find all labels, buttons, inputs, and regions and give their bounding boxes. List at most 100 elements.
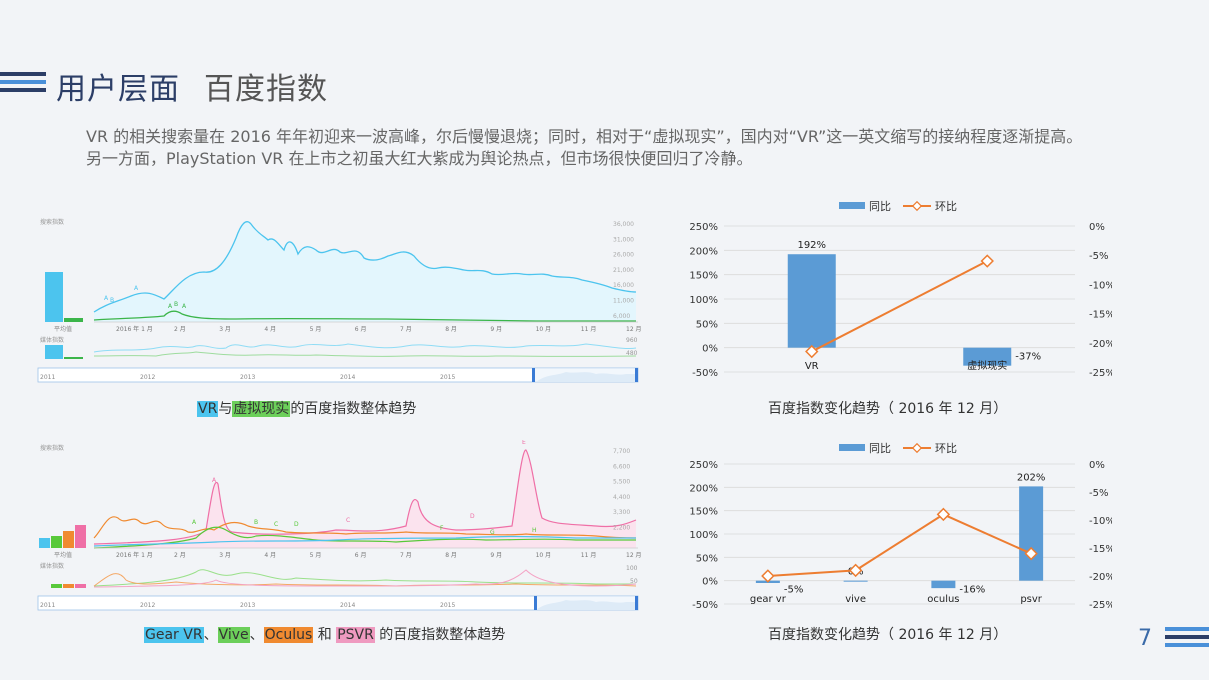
y-right-tick: -10% bbox=[1089, 280, 1112, 291]
legend-label-bar: 同比 bbox=[869, 442, 891, 455]
y-left-tick: 100% bbox=[689, 295, 718, 306]
line-point bbox=[761, 569, 775, 583]
combo-chart-devices: 250% 200% 150% 100% 50% 0% -50% 0% -5% -10% -15% -2… bbox=[689, 442, 1112, 611]
line-point bbox=[1024, 546, 1038, 561]
svg-text:A: A bbox=[104, 295, 109, 302]
month-label: 9 月 bbox=[490, 326, 502, 333]
xn-media-line bbox=[93, 351, 637, 357]
svg-text:C: C bbox=[274, 521, 278, 528]
vive-search-line bbox=[93, 526, 636, 549]
xn-search-line bbox=[93, 310, 636, 322]
timeline-handle-left[interactable] bbox=[532, 368, 535, 382]
category-label: gear vr bbox=[750, 594, 787, 605]
oculus-search-line bbox=[93, 516, 637, 539]
caption-rest: 的百度指数整体趋势 bbox=[290, 401, 417, 417]
month-label: 7 月 bbox=[400, 326, 412, 333]
svg-text:B: B bbox=[254, 519, 258, 526]
trend1-month-labels: 2016 年 1 月 2 月 3 月 4 月 5 月 6 月 7 月 8 月 9 月 10 月 11… bbox=[116, 325, 642, 333]
legend-label-bar: 同比 bbox=[869, 200, 891, 213]
year-label: 2012 bbox=[140, 602, 155, 609]
media-tick-2-1: 100 bbox=[626, 565, 638, 572]
caption-sep1: 、 bbox=[203, 627, 218, 643]
y-tick-label: 31,000 bbox=[613, 236, 634, 243]
month-label: 6 月 bbox=[355, 326, 367, 333]
legend-marker-line bbox=[911, 442, 923, 454]
page-title-sub: 百度指数 bbox=[204, 72, 328, 107]
svg-text:C: C bbox=[346, 517, 350, 524]
bar bbox=[931, 580, 956, 589]
y-tick-label: 21,000 bbox=[613, 267, 634, 274]
caption-psvr: PSVR bbox=[336, 627, 375, 643]
timeline-selection-2[interactable] bbox=[536, 596, 638, 610]
y-left-tick: 200% bbox=[689, 246, 718, 257]
y-right-tick: -5% bbox=[1089, 251, 1108, 262]
legend-label-line: 环比 bbox=[935, 200, 957, 213]
timeline-handle-right-2[interactable] bbox=[635, 596, 638, 610]
y-left-tick: 200% bbox=[689, 483, 718, 494]
media-avg-xn bbox=[64, 357, 83, 359]
svg-text:H: H bbox=[532, 527, 537, 534]
y-tick-label: 2,200 bbox=[613, 525, 630, 532]
caption-and: 与 bbox=[218, 401, 233, 417]
y-tick-label: 36,000 bbox=[613, 221, 634, 228]
y-left-tick: 150% bbox=[689, 507, 718, 518]
caption-sep2: 、 bbox=[249, 627, 264, 643]
y-tick-label: 26,000 bbox=[613, 252, 634, 259]
trend2-y-ticks: 7,700 6,600 5,500 4,400 3,300 2,200 bbox=[613, 448, 630, 532]
header-stripes-left bbox=[0, 72, 46, 96]
legend-label-line: 环比 bbox=[935, 442, 957, 455]
legend-swatch-bar bbox=[839, 444, 865, 451]
month-label: 12 月 bbox=[626, 326, 642, 333]
device-markers: A B C D F G H bbox=[192, 519, 537, 536]
psvr-markers: A D E C bbox=[212, 440, 526, 524]
avg-bar-vive bbox=[51, 536, 62, 548]
y-left-tick: 50% bbox=[696, 553, 718, 564]
year-label: 2014 bbox=[340, 602, 355, 609]
month-label: 4 月 bbox=[264, 326, 276, 333]
y-left-tick: 0% bbox=[702, 344, 718, 355]
month-label: 3 月 bbox=[219, 326, 231, 333]
svg-text:B: B bbox=[174, 301, 178, 308]
media-index-label: 媒体指数 bbox=[40, 336, 64, 344]
svg-text:A: A bbox=[168, 303, 173, 310]
trend2-caption: Gear VR、Vive、Oculus 和 PSVR 的百度指数整体趋势 bbox=[144, 624, 505, 644]
page-title-main: 用户层面 bbox=[56, 72, 180, 107]
timeline-handle-right[interactable] bbox=[635, 368, 638, 382]
month-label: 8 月 bbox=[445, 552, 457, 559]
combo-chart-vr: 250% 200% 150% 100% 50% 0% -50% 0% -5% -10% -15% -2… bbox=[689, 200, 1112, 379]
month-label: 3 月 bbox=[219, 552, 231, 559]
bar bbox=[963, 347, 1012, 366]
y-left-tick: -50% bbox=[692, 368, 718, 379]
y-left-tick: -50% bbox=[692, 600, 718, 611]
combo2-caption: 百度指数变化趋势（ 2016 年 12 月） bbox=[768, 627, 1008, 643]
y-right-tick: -20% bbox=[1089, 572, 1112, 583]
year-label: 2013 bbox=[240, 602, 255, 609]
bar bbox=[1019, 486, 1044, 581]
y-tick-label: 11,000 bbox=[613, 298, 634, 305]
media-avg-vr bbox=[45, 345, 63, 359]
avg-bar-psvr bbox=[75, 525, 86, 548]
trend2-month-labels: 2016 年 1 月 2 月 3 月 4 月 5 月 6 月 7 月 8 月 9 月 10 月 11… bbox=[116, 551, 642, 559]
month-label: 5 月 bbox=[310, 326, 322, 333]
caption-gear: Gear VR bbox=[144, 627, 204, 643]
timeline-selection[interactable] bbox=[534, 368, 638, 382]
year-label: 2014 bbox=[340, 374, 355, 381]
y-tick-label: 16,000 bbox=[613, 282, 634, 289]
year-label: 2012 bbox=[140, 374, 155, 381]
timeline-handle-left-2[interactable] bbox=[534, 596, 537, 610]
month-label: 5 月 bbox=[310, 552, 322, 559]
y-tick-label: 6,000 bbox=[613, 313, 630, 320]
bar-data-label: 202% bbox=[1017, 472, 1046, 483]
vr-media-line bbox=[93, 343, 637, 353]
trend1-caption: VR与虚拟现实的百度指数整体趋势 bbox=[197, 398, 416, 418]
y-right-tick: -15% bbox=[1089, 544, 1112, 555]
category-label: VR bbox=[805, 361, 819, 372]
avg-bar-gear bbox=[39, 538, 50, 548]
month-label: 2016 年 1 月 bbox=[116, 325, 153, 333]
svg-text:B: B bbox=[110, 297, 114, 304]
y-left-tick: 250% bbox=[689, 222, 718, 233]
gear-search-line bbox=[93, 535, 636, 547]
avg-label-2: 平均值 bbox=[54, 551, 72, 559]
month-label: 11 月 bbox=[581, 326, 597, 333]
caption-rest-2: 的百度指数整体趋势 bbox=[374, 627, 506, 643]
